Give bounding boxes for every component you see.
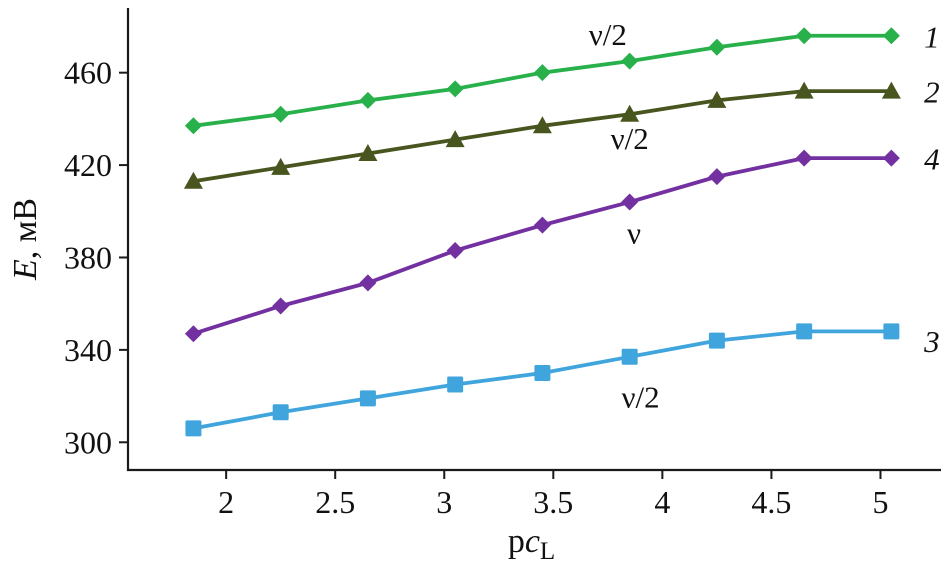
series-line — [191, 156, 894, 336]
diamond-marker — [446, 80, 464, 98]
diamond-marker — [708, 38, 726, 56]
square-marker — [796, 323, 813, 340]
diamond-marker — [795, 27, 813, 45]
square-marker — [447, 376, 464, 393]
diamond-marker — [359, 274, 377, 292]
triangle-marker — [183, 171, 203, 189]
diamond-marker — [533, 216, 551, 234]
diamond-marker — [621, 52, 639, 70]
y-axis-title: E, мВ — [7, 198, 44, 281]
diamond-marker — [882, 149, 900, 167]
diamond-marker — [184, 325, 202, 343]
diamond-marker — [621, 193, 639, 211]
series-end-label: 1 — [924, 19, 940, 54]
x-tick-label: 4.5 — [751, 484, 791, 520]
series-4: 4 — [184, 142, 940, 343]
triangle-marker — [881, 81, 901, 99]
series-end-label: 4 — [924, 142, 940, 177]
y-tick-label: 420 — [64, 147, 112, 183]
triangle-marker — [445, 130, 465, 148]
slope-annotation: ν/2 — [611, 121, 649, 156]
triangle-marker — [707, 90, 727, 108]
diamond-marker — [272, 105, 290, 123]
series-2: 2 — [183, 75, 940, 189]
diamond-marker — [359, 91, 377, 109]
diamond-marker — [272, 297, 290, 315]
series-end-label: 3 — [923, 324, 940, 359]
series-line — [191, 89, 894, 184]
square-marker — [272, 404, 289, 421]
diamond-marker — [446, 242, 464, 260]
triangle-marker — [794, 81, 814, 99]
triangle-marker — [620, 104, 640, 122]
axes-lines — [126, 8, 941, 472]
square-marker — [185, 420, 202, 437]
x-tick-label: 5 — [872, 484, 888, 520]
slope-annotation: ν/2 — [589, 17, 627, 52]
y-tick-label: 340 — [64, 332, 112, 368]
triangle-marker — [358, 144, 378, 162]
diamond-marker — [882, 27, 900, 45]
slope-annotation: ν — [627, 216, 641, 251]
slope-annotation: ν/2 — [621, 380, 659, 415]
x-tick-label: 2.5 — [315, 484, 355, 520]
diamond-marker — [795, 149, 813, 167]
triangle-marker — [532, 116, 552, 134]
series-3: 3 — [185, 323, 940, 437]
x-tick-label: 2 — [218, 484, 234, 520]
square-marker — [883, 323, 900, 340]
y-tick-label: 380 — [64, 239, 112, 275]
x-tick-label: 3.5 — [533, 484, 573, 520]
series-end-label: 2 — [924, 75, 940, 110]
square-marker — [534, 364, 551, 381]
square-marker — [708, 332, 725, 349]
x-axis-title: pcL — [508, 523, 555, 565]
series-1: 1 — [184, 19, 940, 135]
square-marker — [621, 348, 638, 365]
plot-area: 2 2.5 3 3.5 4 4.5 5 300 340 380 420 460 1 2 4 3 ν/2 ν/2 ν ν… — [7, 8, 941, 565]
y-tick-label: 300 — [64, 424, 112, 460]
diamond-marker — [708, 168, 726, 186]
x-tick-label: 4 — [654, 484, 670, 520]
square-marker — [359, 390, 376, 407]
diamond-marker — [184, 117, 202, 135]
triangle-marker — [271, 157, 291, 175]
diamond-marker — [533, 64, 551, 82]
x-tick-label: 3 — [436, 484, 452, 520]
y-tick-label: 460 — [64, 55, 112, 91]
